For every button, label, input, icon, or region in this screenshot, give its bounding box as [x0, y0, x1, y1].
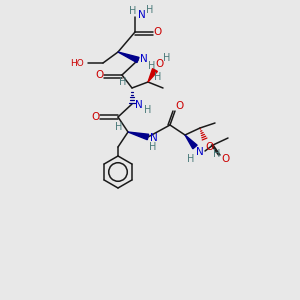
Text: HO: HO	[70, 58, 84, 68]
Text: O: O	[206, 142, 214, 152]
Text: H: H	[213, 149, 221, 159]
Polygon shape	[185, 135, 197, 149]
Text: H: H	[187, 154, 195, 164]
Text: O: O	[221, 154, 229, 164]
Polygon shape	[128, 132, 149, 140]
Text: H: H	[163, 53, 171, 63]
Text: O: O	[95, 70, 103, 80]
Text: O: O	[175, 101, 183, 111]
Text: N: N	[150, 133, 158, 143]
Text: H: H	[146, 5, 154, 15]
Text: N: N	[140, 54, 148, 64]
Text: H: H	[149, 142, 157, 152]
Text: H: H	[144, 105, 152, 115]
Text: H: H	[119, 77, 127, 87]
Text: O: O	[91, 112, 99, 122]
Text: H: H	[129, 6, 137, 16]
Text: O: O	[155, 59, 163, 69]
Polygon shape	[118, 52, 139, 63]
Text: H: H	[115, 122, 123, 132]
Text: O: O	[154, 27, 162, 37]
Text: N: N	[196, 147, 204, 157]
Text: H: H	[148, 61, 156, 71]
Text: N: N	[135, 100, 143, 110]
Text: H: H	[154, 72, 162, 82]
Polygon shape	[148, 69, 158, 82]
Text: N: N	[138, 10, 146, 20]
